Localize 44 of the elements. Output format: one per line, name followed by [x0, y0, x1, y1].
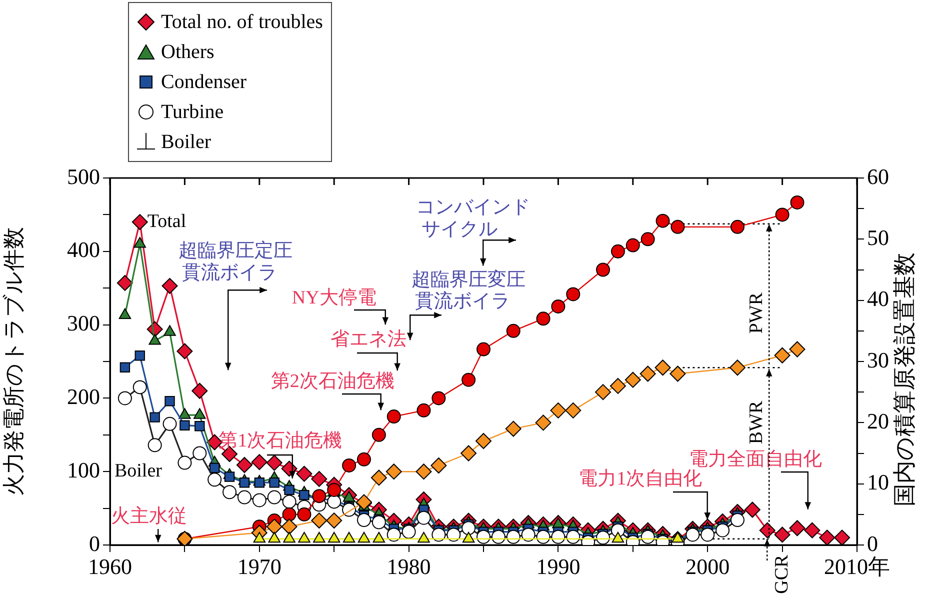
annotation: PWR: [746, 292, 767, 334]
annotation: コンバインド: [416, 197, 530, 218]
y2-tick-label: 0: [867, 530, 878, 556]
y-tick-label: 200: [67, 384, 100, 409]
annotation: 超臨界圧変圧: [412, 268, 526, 291]
y2-tick-label: 40: [867, 286, 889, 312]
y2-tick-label: 20: [867, 408, 889, 434]
annotation: GCR: [771, 554, 792, 594]
annotation: Total: [147, 211, 186, 232]
y-tick-label: 500: [67, 164, 100, 189]
y2-axis-title: 国内の積算原発設置基数: [892, 252, 918, 506]
annotation: サイクル: [422, 219, 498, 240]
legend-label: Turbine: [161, 100, 224, 124]
y-tick-label: 0: [89, 530, 100, 556]
annotation: 貫流ボイラ: [415, 290, 510, 312]
annotation: 電力1次自由化: [578, 468, 702, 490]
y2-tick-label: 10: [867, 470, 889, 495]
annotation: 第1次石油危機: [218, 430, 342, 452]
y-tick-label: 100: [67, 457, 100, 482]
y2-tick-label: 60: [867, 164, 889, 189]
annotation: NY大停電: [292, 287, 376, 308]
legend-label: Condenser: [161, 70, 247, 94]
annotation: 火主水従: [110, 505, 187, 528]
annotation: BWR: [746, 400, 767, 444]
annotation: Boiler: [114, 460, 163, 482]
annotation: 第2次石油危機: [270, 371, 394, 392]
x-tick-label: 1980: [386, 554, 431, 579]
annotation: 超臨界圧定圧: [178, 239, 292, 262]
y-tick-label: 400: [67, 237, 100, 262]
annotation: 電力全面自由化: [688, 448, 822, 470]
text: Boiler: [161, 130, 211, 154]
legend-label: Others: [161, 40, 214, 64]
annotation: 貫流ボイラ: [182, 261, 278, 284]
x-tick-label: 1960: [88, 554, 132, 579]
x-tick-label: 1990: [536, 554, 580, 579]
y2-tick-label: 50: [867, 224, 889, 250]
y2-tick-label: 30: [867, 347, 889, 372]
legend-label: Total no. of troubles: [161, 10, 323, 34]
annotation: 省エネ法: [330, 329, 406, 350]
x-tick-label: 2010年: [824, 554, 890, 579]
x-tick-label: 2000: [686, 554, 730, 579]
y-axis-title: 火力発電所のトラブル件数: [0, 227, 26, 496]
y-tick-label: 300: [67, 310, 100, 336]
x-tick-label: 1970: [237, 554, 282, 579]
